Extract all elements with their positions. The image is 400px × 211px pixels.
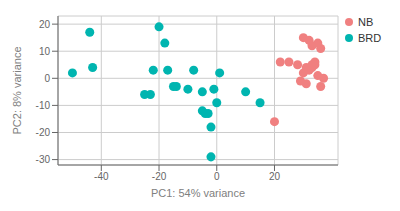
svg-text:-10: -10	[36, 100, 51, 111]
svg-text:-40: -40	[94, 171, 109, 182]
svg-text:-20: -20	[152, 171, 167, 182]
svg-text:PC1: 54% variance: PC1: 54% variance	[151, 187, 245, 199]
svg-text:20: 20	[39, 19, 51, 30]
svg-text:0: 0	[214, 171, 220, 182]
svg-text:10: 10	[39, 46, 51, 57]
svg-text:PC2: 8% variance: PC2: 8% variance	[11, 46, 23, 134]
svg-text:20: 20	[269, 171, 281, 182]
svg-text:-30: -30	[36, 154, 51, 165]
html-text:NB: NB	[358, 16, 374, 28]
html-text:BRD: BRD	[358, 32, 382, 44]
svg-text:-20: -20	[36, 127, 51, 138]
svg-text:0: 0	[44, 73, 50, 84]
